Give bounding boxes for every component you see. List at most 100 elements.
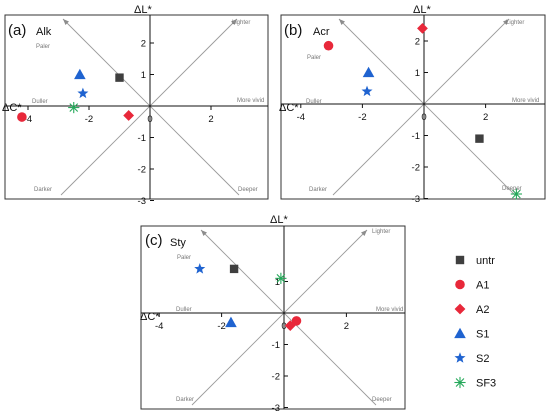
panel-b-quad-deeper: Deeper — [502, 186, 522, 192]
legend-marker-s2 — [454, 352, 466, 363]
panel-c-quad-more-vivid: More vivid — [376, 307, 403, 313]
panel-c-letter: (c) — [145, 232, 163, 249]
panel-a-y-tick-label: 1 — [141, 70, 146, 81]
legend-marker-a1 — [455, 279, 465, 290]
panel-b-y-tick-label: -2 — [412, 163, 420, 174]
panel-b-point-a2 — [417, 23, 428, 34]
panel-b-quad-darker: Darker — [309, 187, 327, 193]
legend-marker-a2 — [454, 303, 466, 315]
panel-a-y-tick-label: -2 — [138, 165, 146, 176]
panel-b-y-tick-label: -3 — [412, 194, 420, 205]
panel-a-point-a1 — [17, 112, 27, 122]
panel-b-y-tick-label: 1 — [415, 68, 420, 79]
panel-a-frame — [4, 14, 269, 200]
legend-marker-s1 — [454, 327, 466, 339]
panel-b-diagonal-paler-deeper — [338, 18, 516, 196]
panel-a-x-tick-label: -4 — [24, 114, 32, 125]
panel-c-quad-paler: Paler — [177, 255, 191, 261]
panel-a-x-tick-label: 0 — [147, 114, 152, 125]
panel-c-diagonal-paler-deeper — [200, 229, 377, 406]
panel-b-point-s1 — [362, 66, 375, 78]
panel-b-xlabel: ΔC* — [279, 102, 299, 114]
panel-c: -4-202-3-2-11 (c) Sty ΔL* ΔC* Lighter Pa… — [140, 214, 406, 413]
panel-b-point-s2 — [361, 85, 373, 97]
panel-a-x-tick-label: -2 — [85, 114, 93, 125]
panel-a-quad-lighter: Lighter — [232, 20, 250, 26]
panel-b: -4 -2 0 2 -3 -2 -1 1 2 (b) Acr ΔL* ΔC* Lighter P… — [279, 4, 546, 205]
panel-c-diagonal-darker-lighter — [191, 229, 368, 406]
panel-a-y-tick-label: 2 — [141, 39, 146, 50]
panel-c-x-tick-label: -2 — [217, 321, 225, 332]
panel-c-quad-lighter: Lighter — [372, 229, 390, 235]
panel-b-title: Acr — [313, 26, 330, 38]
panel-a-x-tick-label: 2 — [208, 114, 213, 125]
panel-c-y-tick-label: -1 — [272, 340, 280, 351]
panel-c-quad-deeper: Deeper — [372, 397, 392, 403]
panel-a-point-a2 — [123, 110, 135, 121]
panel-b-x-tick-label: -2 — [358, 112, 366, 123]
panel-b-ylabel: ΔL* — [413, 4, 431, 16]
legend-marker-sf3 — [454, 376, 466, 389]
panel-c-point-s1 — [225, 316, 237, 328]
panel-a-quad-deeper: Deeper — [238, 187, 258, 193]
panel-b-quad-more-vivid: More vivid — [512, 98, 539, 104]
panel-c-xlabel: ΔC* — [140, 311, 160, 323]
panel-a-point-untr — [115, 73, 124, 82]
legend-marker-untr — [455, 255, 465, 265]
panel-c-point-s2 — [194, 263, 206, 274]
panel-b-point-sf3 — [510, 188, 522, 200]
panel-c-title: Sty — [170, 237, 186, 249]
legend: untr A1 A2 S1 S2 SF3 — [454, 255, 496, 390]
panel-b-point-untr — [475, 134, 484, 143]
panel-a-point-sf3 — [68, 101, 80, 114]
panel-c-frame — [140, 225, 406, 410]
panel-a-plot: -4 -2 0 2 -3 -2 -1 1 2 — [5, 15, 268, 207]
panel-c-x-tick-label: 2 — [344, 321, 349, 332]
panel-c-y-tick-label: -3 — [272, 403, 280, 413]
legend-label-s1: S1 — [476, 329, 489, 341]
panel-c-quad-duller: Duller — [176, 307, 192, 313]
panel-c-x-tick-label: -4 — [155, 321, 163, 332]
panel-a-arrow-lighter — [230, 19, 237, 26]
panel-a-arrow-paler — [63, 19, 70, 26]
panel-c-y-tick-label: -2 — [272, 372, 280, 383]
panel-a-quad-darker: Darker — [34, 187, 52, 193]
panel-a-diagonal-darker-lighter — [60, 18, 238, 196]
panel-a-title: Alk — [36, 26, 52, 38]
panel-c-quad-darker: Darker — [176, 397, 194, 403]
panel-b-arrow-paler — [339, 19, 346, 26]
panel-c-x-tick-label: 0 — [281, 321, 286, 332]
panel-b-quad-duller: Duller — [306, 99, 322, 105]
panel-b-arrow-lighter — [502, 19, 509, 26]
panel-a-quad-more-vivid: More vivid — [237, 98, 264, 104]
panel-b-x-tick-label: 2 — [483, 112, 488, 123]
panel-b-quad-paler: Paler — [307, 55, 321, 61]
panel-a-diagonal-paler-deeper — [62, 18, 240, 196]
panel-b-point-a1 — [323, 40, 334, 51]
panel-c-ylabel: ΔL* — [270, 214, 288, 226]
panel-c-point-untr — [229, 264, 239, 274]
panel-a-point-s2 — [77, 87, 89, 99]
panel-b-plot: -4 -2 0 2 -3 -2 -1 1 2 — [281, 15, 545, 205]
panel-b-y-tick-label: -1 — [412, 131, 420, 142]
panel-c-arrow-paler — [201, 230, 208, 237]
panel-a-y-tick-label: -1 — [138, 133, 146, 144]
panel-b-quad-lighter: Lighter — [506, 20, 524, 26]
legend-label-a2: A2 — [476, 304, 489, 316]
legend-label-untr: untr — [476, 255, 495, 267]
panel-b-x-tick-label: 0 — [421, 112, 426, 123]
panel-b-y-tick-label: 2 — [415, 37, 420, 48]
legend-label-sf3: SF3 — [476, 378, 496, 390]
panel-b-letter: (b) — [284, 22, 302, 39]
legend-label-s2: S2 — [476, 353, 489, 365]
panel-a-letter: (a) — [8, 22, 26, 39]
panel-c-point-a2 — [284, 320, 296, 331]
panel-c-point-sf3 — [275, 272, 287, 284]
panel-a-quad-paler: Paler — [36, 44, 50, 50]
panel-b-frame — [280, 14, 546, 200]
panel-c-point-a1 — [291, 316, 302, 326]
panel-a-ylabel: ΔL* — [134, 4, 152, 16]
legend-label-a1: A1 — [476, 280, 489, 292]
panel-a: -4 -2 0 2 -3 -2 -1 1 2 (a) Alk ΔL* ΔC* Lighter P… — [2, 4, 269, 207]
